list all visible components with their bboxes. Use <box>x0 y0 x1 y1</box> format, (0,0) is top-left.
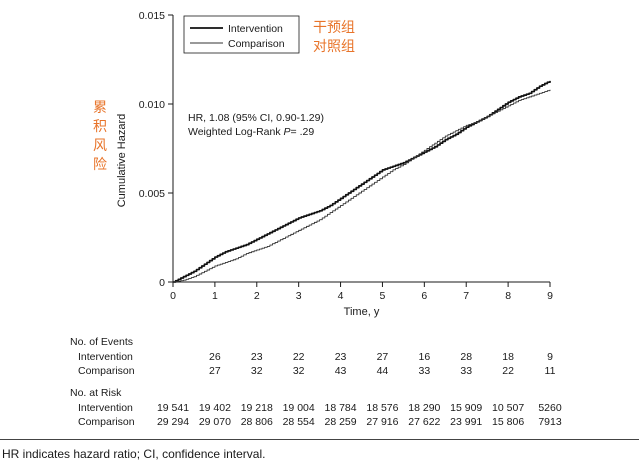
events_table-cell: 28 <box>460 351 472 363</box>
risk_table-cell: 27 622 <box>408 416 440 428</box>
tables: No. of Events Intervention 26 23 22 23 27 16 28 1… <box>70 336 562 428</box>
risk_table-cell: 10 507 <box>492 402 524 414</box>
hazard-ratio-text: HR, 1.08 (95% CI, 0.90-1.29) <box>188 112 324 124</box>
x-tick-label: 5 <box>380 290 386 302</box>
events_table-cell: 33 <box>418 365 430 377</box>
events_table-cell: 26 <box>209 351 221 363</box>
log-rank-value: = .29 <box>291 126 315 138</box>
legend: Intervention Comparison <box>183 15 300 54</box>
events_table-cell: 33 <box>460 365 472 377</box>
y-tick-label: 0.010 <box>139 99 165 111</box>
curves <box>173 80 551 283</box>
cn-legend-label: 干预组 <box>313 20 355 36</box>
x-axis-title: Time, y <box>344 306 380 318</box>
x-tick-label: 0 <box>170 290 176 302</box>
events_table-cell: 27 <box>377 351 389 363</box>
risk_table-cell: 28 259 <box>324 416 356 428</box>
x-tick-label: 4 <box>338 290 344 302</box>
y-axis-title: Cumulative Hazard <box>116 114 128 208</box>
risk_table-cell: 19 218 <box>241 402 273 414</box>
events_table-cell: 27 <box>209 365 221 377</box>
figure-caption: HR indicates hazard ratio; CI, confidenc… <box>2 447 266 461</box>
risk_table-cell: 18 576 <box>366 402 398 414</box>
events_table-cell: 32 <box>293 365 305 377</box>
events_table-cell: 23 <box>335 351 347 363</box>
events_table-row-label: Intervention <box>78 351 133 363</box>
legend-label-comparison: Comparison <box>228 38 285 50</box>
axes: 0 1 2 3 4 5 6 7 8 9 0 0.005 0.010 0.015 Time, y Cumulat… <box>116 10 553 318</box>
events_table-cell: 23 <box>251 351 263 363</box>
risk_table-cell: 18 784 <box>324 402 356 414</box>
events_table-cell: 22 <box>502 365 514 377</box>
risk_table-cell: 7913 <box>538 416 562 428</box>
risk_table-cell: 19 004 <box>283 402 315 414</box>
log-rank-prefix: Weighted Log-Rank <box>188 126 284 138</box>
risk_table-cell: 19 541 <box>157 402 189 414</box>
x-tick-label: 1 <box>212 290 218 302</box>
events_table-title: No. of Events <box>70 336 133 348</box>
risk_table-cell: 19 402 <box>199 402 231 414</box>
legend-box <box>183 15 300 54</box>
log-rank-p: P <box>284 126 291 138</box>
risk_table-cell: 29 294 <box>157 416 189 428</box>
x-tick-label: 7 <box>463 290 469 302</box>
risk_table-cell: 5260 <box>538 402 562 414</box>
events_table-cell: 18 <box>502 351 514 363</box>
cn-ylabel-char: 累 <box>93 100 107 116</box>
risk_table-title: No. at Risk <box>70 387 122 399</box>
risk_table-cell: 29 070 <box>199 416 231 428</box>
caption-divider <box>0 439 639 440</box>
y-tick-label: 0.005 <box>139 188 165 200</box>
cn-ylabel-char: 风 <box>93 138 107 154</box>
x-tick-label: 3 <box>296 290 302 302</box>
risk_table-cell: 28 554 <box>283 416 315 428</box>
x-tick-label: 6 <box>421 290 427 302</box>
risk_table-cell: 28 806 <box>241 416 273 428</box>
legend-label-intervention: Intervention <box>228 23 283 35</box>
risk_table-cell: 23 991 <box>450 416 482 428</box>
risk_table-cell: 15 909 <box>450 402 482 414</box>
events_table-cell: 11 <box>545 365 556 377</box>
y-tick-label: 0 <box>159 277 165 289</box>
events_table-cell: 22 <box>293 351 305 363</box>
risk_table-cell: 27 916 <box>366 416 398 428</box>
cn-ylabel-char: 险 <box>93 157 107 173</box>
risk_table-row-label: Comparison <box>78 416 135 428</box>
risk_table-row-label: Intervention <box>78 402 133 414</box>
cn-ylabel-char: 积 <box>93 119 107 135</box>
events_table-cell: 16 <box>418 351 430 363</box>
x-tick-label: 9 <box>547 290 553 302</box>
events_table-cell: 43 <box>335 365 347 377</box>
log-rank-text: Weighted Log-Rank P= .29 <box>188 126 314 138</box>
cn-legend-label: 对照组 <box>313 39 355 55</box>
y-tick-label: 0.015 <box>139 10 165 22</box>
risk_table-cell: 15 806 <box>492 416 524 428</box>
events_table-cell: 32 <box>251 365 263 377</box>
events_table-row-label: Comparison <box>78 365 135 377</box>
x-tick-label: 2 <box>254 290 260 302</box>
x-tick-label: 8 <box>505 290 511 302</box>
events_table-cell: 9 <box>547 351 553 363</box>
series-comparison-line <box>173 89 551 283</box>
risk_table-cell: 18 290 <box>408 402 440 414</box>
events_table-cell: 44 <box>377 365 389 377</box>
annotations: HR, 1.08 (95% CI, 0.90-1.29) Weighted Log… <box>188 112 324 138</box>
